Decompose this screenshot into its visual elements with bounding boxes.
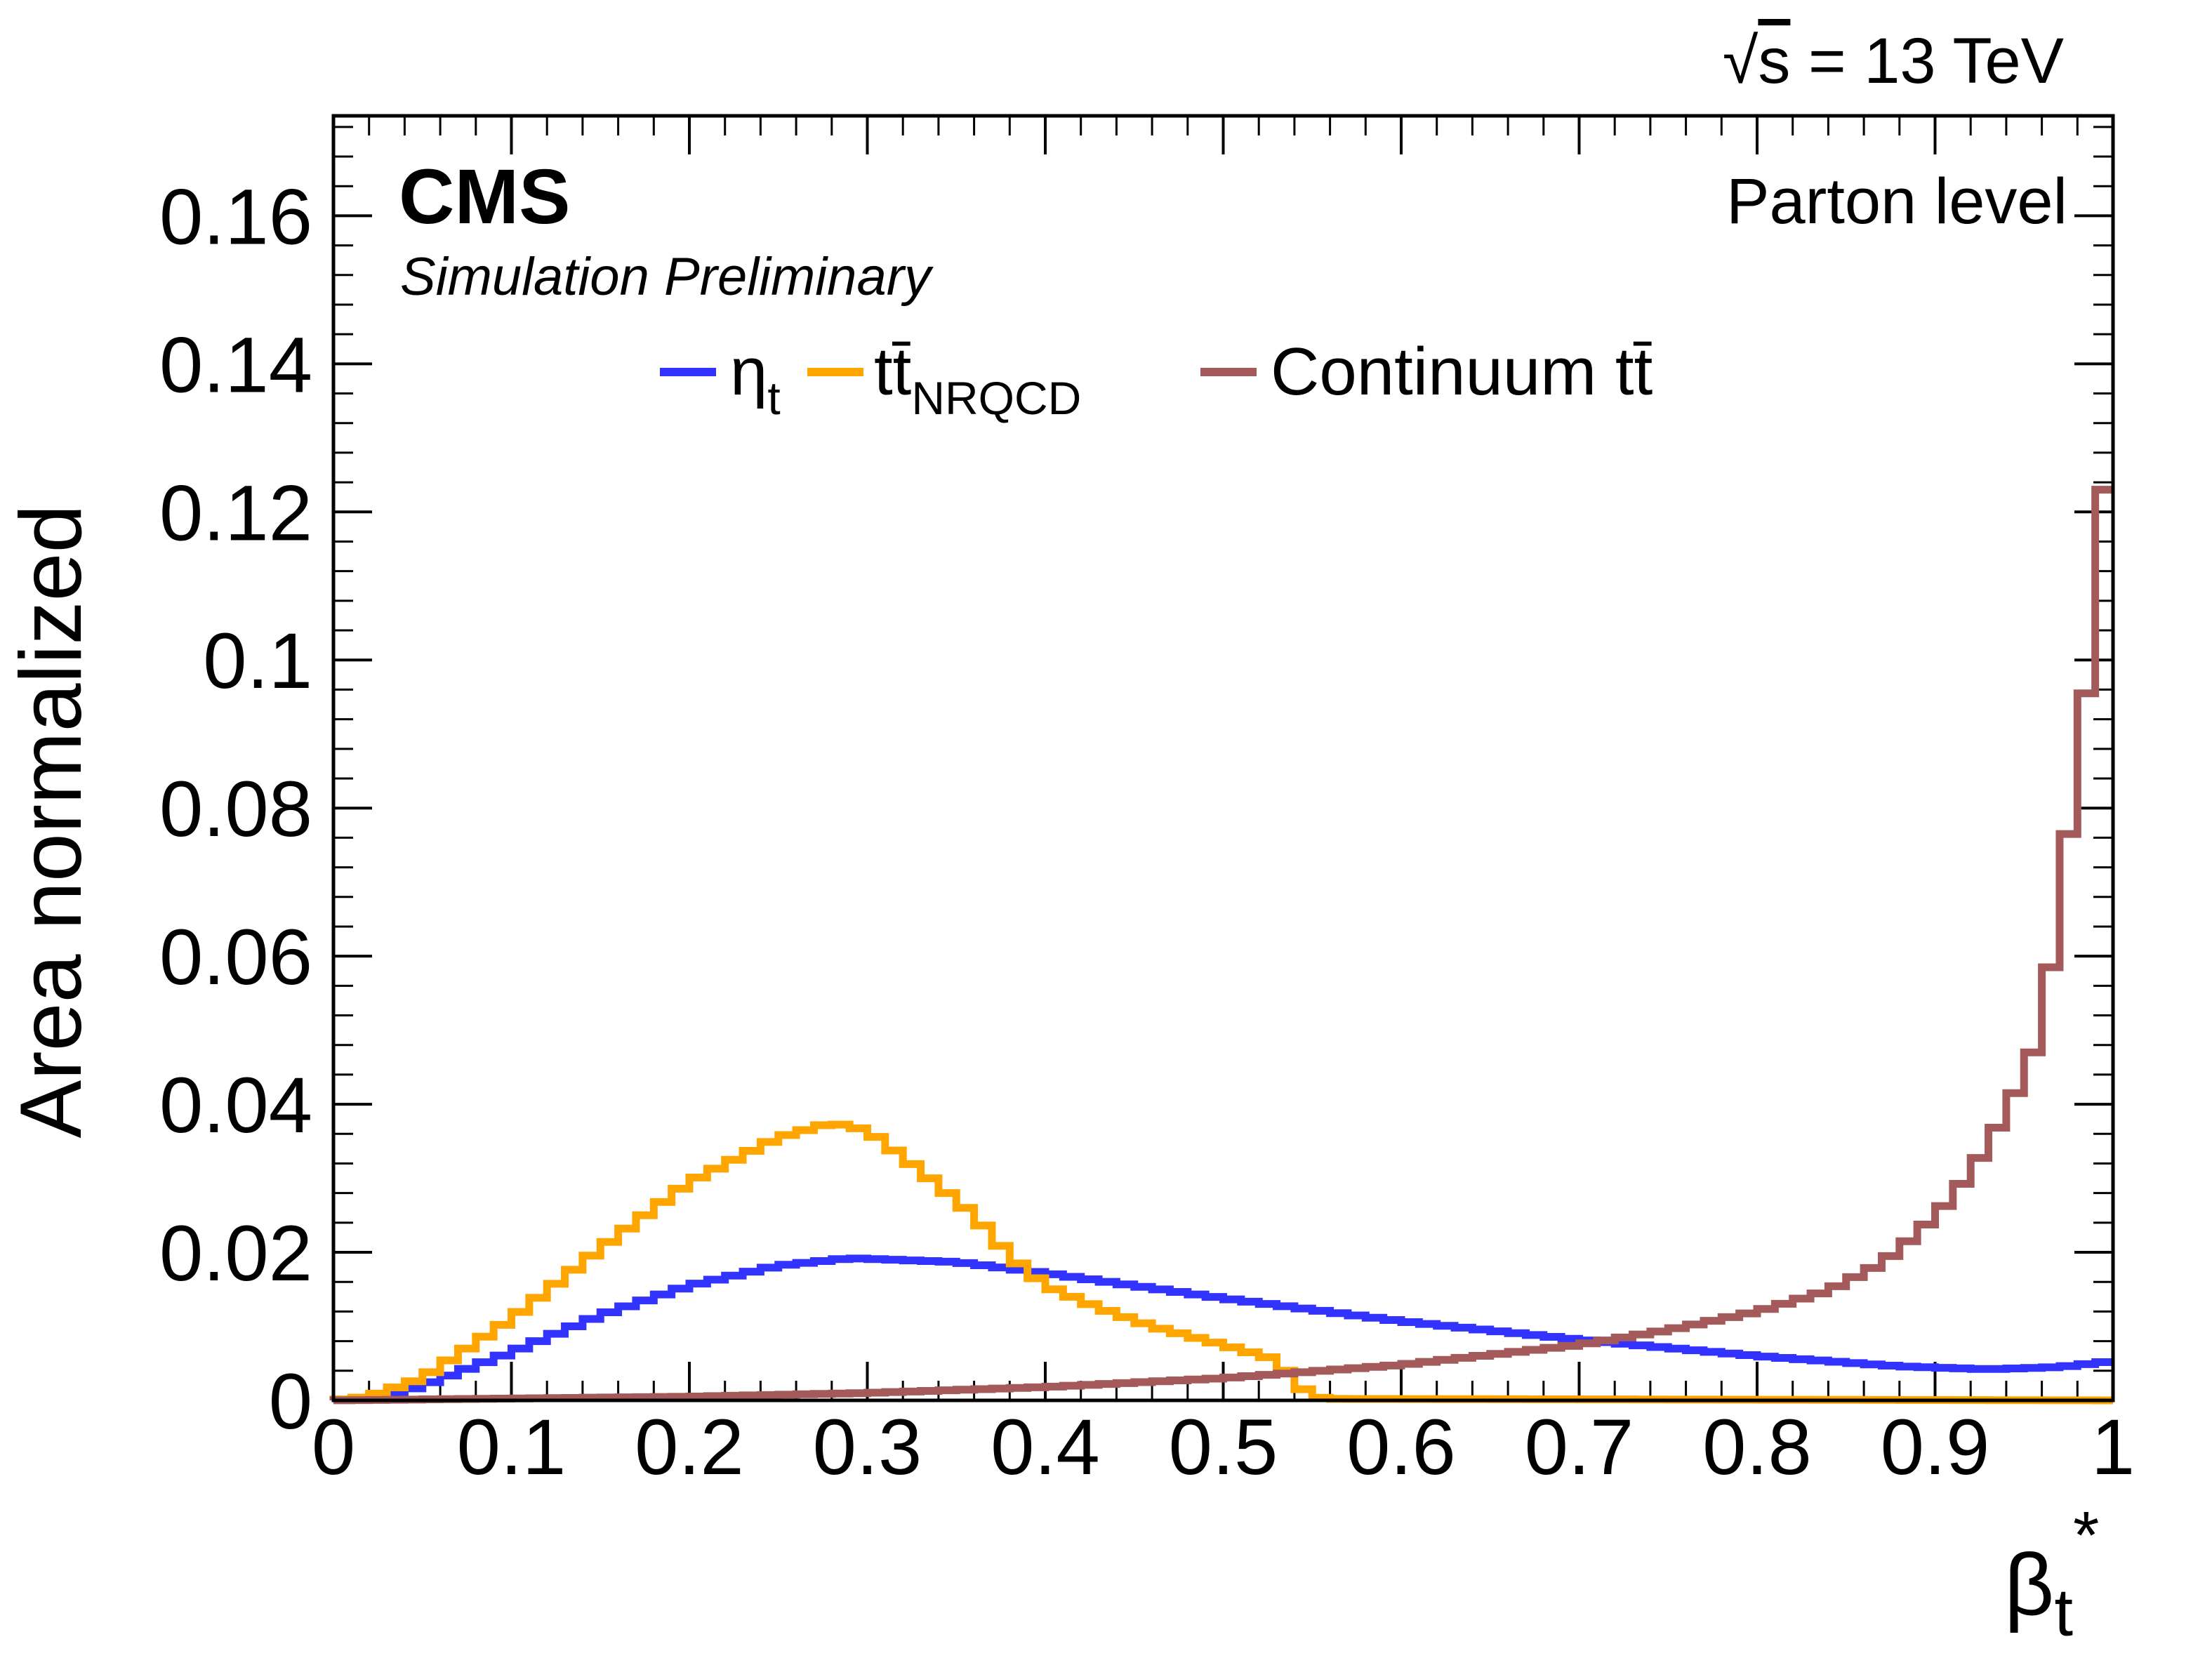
y-tick-label: 0 <box>269 1358 312 1445</box>
s-variable: s <box>1758 25 1790 97</box>
x-tick-label: 0.5 <box>1169 1403 1278 1491</box>
y-tick-label: 0.16 <box>159 173 312 260</box>
x-tick-label: 0.6 <box>1346 1403 1456 1491</box>
y-tick-label: 0.04 <box>159 1061 312 1149</box>
y-tick-label: 0.08 <box>159 765 312 853</box>
plot-frame <box>331 114 2115 1402</box>
x-tick-label: 0.9 <box>1881 1403 1990 1491</box>
x-tick-label: 0.7 <box>1525 1403 1634 1491</box>
y-axis-title: Area normalized <box>3 505 100 1139</box>
y-tick-label: 0.02 <box>159 1209 312 1297</box>
parton-level-label: Parton level <box>1726 166 2067 237</box>
legend: ηt tt̄NRQCD Continuum tt̄ <box>660 334 1653 424</box>
energy-label: √s = 13 TeV <box>1723 25 2064 97</box>
y-tick-label: 0.1 <box>203 617 312 705</box>
x-tick-label: 0.4 <box>991 1403 1100 1491</box>
cms-label: CMS <box>399 154 570 240</box>
y-tick-label: 0.14 <box>159 321 312 409</box>
energy-value: = 13 TeV <box>1790 25 2064 97</box>
y-tick-label: 0.06 <box>159 913 312 1001</box>
y-tick-label: 0.12 <box>159 469 312 557</box>
legend-label-eta-t: ηt <box>730 334 781 424</box>
x-tick-label: 0.8 <box>1702 1403 1812 1491</box>
x-tick-labels: 0 0.1 0.2 0.3 0.4 0.5 0.6 0.7 0.8 0.9 1 <box>312 1403 2135 1491</box>
x-tick-label: 0 <box>312 1403 355 1491</box>
axis-ticks <box>332 116 2114 1402</box>
x-tick-label: 0.2 <box>635 1403 744 1491</box>
series-layer <box>329 486 2113 1405</box>
x-tick-label: 0.3 <box>813 1403 922 1491</box>
series-line-continuum-ttbar <box>329 486 2113 1405</box>
series-line-eta-t <box>329 1254 2113 1404</box>
legend-label-continuum-ttbar: Continuum tt̄ <box>1271 334 1653 409</box>
sqrt-symbol: √ <box>1723 25 1759 97</box>
simulation-preliminary-label: Simulation Preliminary <box>400 247 934 307</box>
x-axis-title: βt* <box>2004 1498 2099 1650</box>
y-tick-labels: 0 0.02 0.04 0.06 0.08 0.1 0.12 0.14 0.16 <box>159 173 312 1445</box>
x-tick-label: 1 <box>2091 1403 2135 1491</box>
x-tick-label: 0.1 <box>457 1403 567 1491</box>
legend-label-ttbar-nrqcd: tt̄NRQCD <box>874 334 1081 424</box>
